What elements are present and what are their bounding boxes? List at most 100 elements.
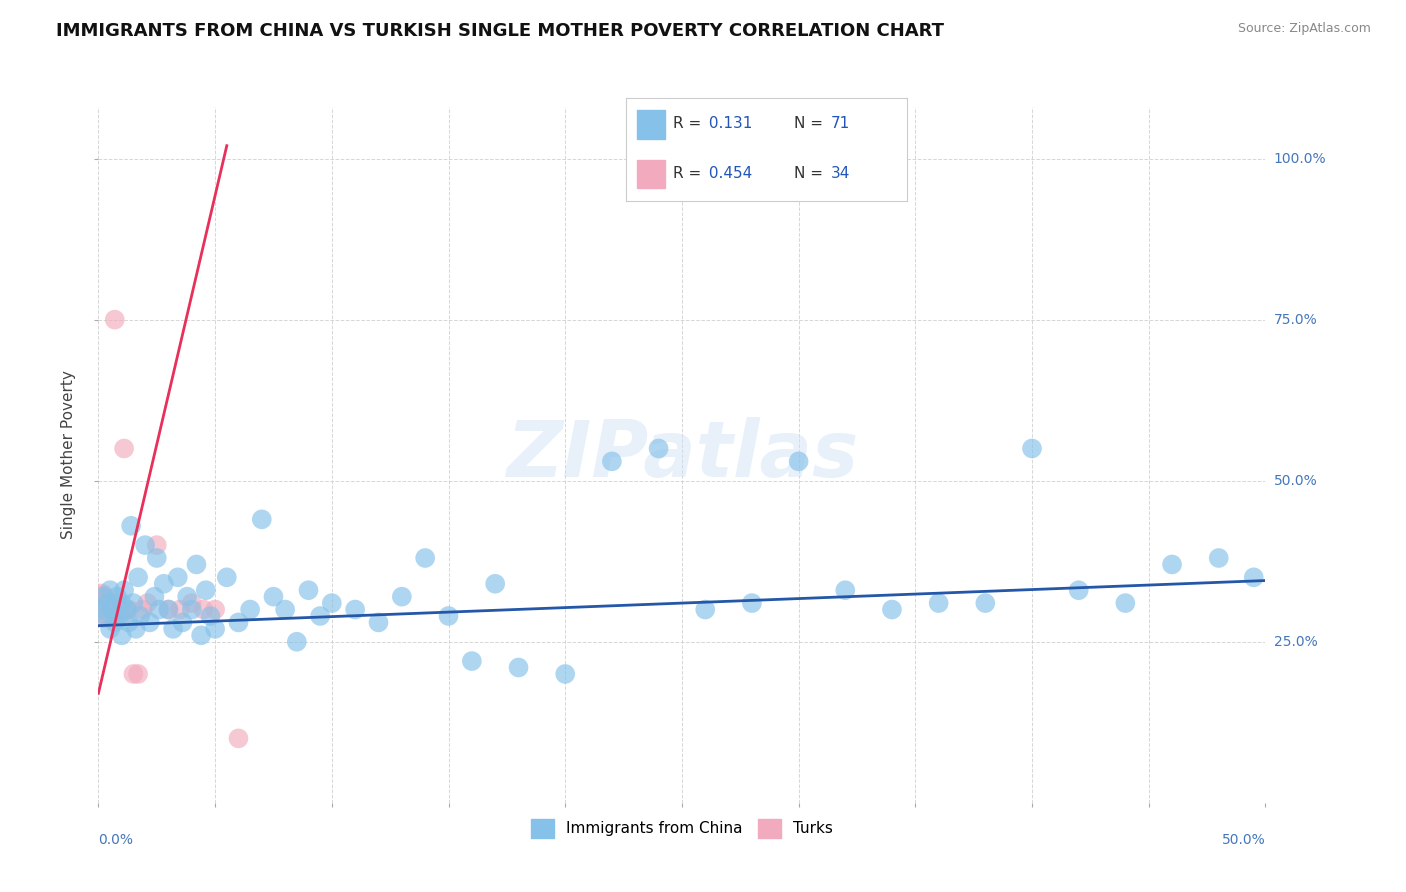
Point xyxy=(105,590,128,604)
Point xyxy=(413,551,436,566)
Point xyxy=(127,570,149,584)
Point xyxy=(190,628,212,642)
Text: 34: 34 xyxy=(831,166,851,180)
Point xyxy=(125,622,148,636)
Point xyxy=(91,609,114,624)
Text: 0.454: 0.454 xyxy=(704,166,752,180)
Point xyxy=(108,602,131,616)
Point xyxy=(101,602,124,616)
Point xyxy=(1114,596,1136,610)
Point xyxy=(118,602,141,616)
Point xyxy=(166,570,188,584)
Text: 50.0%: 50.0% xyxy=(1274,474,1317,488)
Point xyxy=(118,615,141,630)
Point xyxy=(1021,442,1043,456)
Point xyxy=(186,558,208,572)
Point xyxy=(741,596,763,610)
Point xyxy=(94,596,117,610)
Point xyxy=(344,602,367,616)
Point xyxy=(194,583,217,598)
Point xyxy=(157,602,180,616)
Point xyxy=(215,570,238,584)
Point xyxy=(90,602,112,616)
Point xyxy=(98,583,121,598)
Point xyxy=(309,609,332,624)
Point xyxy=(1208,551,1230,566)
Point xyxy=(169,602,191,616)
Point xyxy=(101,602,124,616)
Point xyxy=(91,596,114,610)
Point xyxy=(91,590,114,604)
Point xyxy=(101,609,124,624)
Point xyxy=(928,596,950,610)
Point xyxy=(204,622,226,636)
Text: IMMIGRANTS FROM CHINA VS TURKISH SINGLE MOTHER POVERTY CORRELATION CHART: IMMIGRANTS FROM CHINA VS TURKISH SINGLE … xyxy=(56,22,945,40)
Point xyxy=(143,590,166,604)
Point xyxy=(122,596,145,610)
Point xyxy=(834,583,856,598)
Text: ZIPatlas: ZIPatlas xyxy=(506,417,858,493)
Point xyxy=(146,551,169,566)
Point xyxy=(129,609,152,624)
Point xyxy=(162,622,184,636)
Point xyxy=(104,312,127,326)
Point xyxy=(122,667,145,681)
Point xyxy=(172,615,194,630)
Point xyxy=(94,602,117,616)
Point xyxy=(285,634,308,648)
Point xyxy=(98,596,121,610)
Point xyxy=(146,538,169,552)
Bar xyxy=(637,111,665,139)
Point xyxy=(97,596,120,610)
Point xyxy=(111,596,134,610)
Point xyxy=(97,602,120,616)
Text: Source: ZipAtlas.com: Source: ZipAtlas.com xyxy=(1237,22,1371,36)
Point xyxy=(695,602,717,616)
Point xyxy=(112,442,135,456)
Point xyxy=(108,609,131,624)
Text: N =: N = xyxy=(794,166,828,180)
Text: 0.0%: 0.0% xyxy=(98,833,134,847)
Point xyxy=(148,602,170,616)
Point xyxy=(104,602,127,616)
Text: N =: N = xyxy=(794,116,828,131)
Text: 100.0%: 100.0% xyxy=(1274,152,1326,166)
Point xyxy=(228,615,250,630)
Point xyxy=(180,596,202,610)
Point xyxy=(87,596,110,610)
Point xyxy=(134,538,156,552)
Text: R =: R = xyxy=(673,116,707,131)
Point xyxy=(600,454,623,468)
Point xyxy=(437,609,460,624)
Point xyxy=(176,590,198,604)
Point xyxy=(1161,558,1184,572)
Point xyxy=(115,602,138,616)
Point xyxy=(787,454,810,468)
Point xyxy=(152,576,174,591)
Point xyxy=(461,654,484,668)
Point xyxy=(115,602,138,616)
Point xyxy=(90,590,112,604)
Point xyxy=(98,622,121,636)
Point xyxy=(974,596,997,610)
Point xyxy=(262,590,284,604)
Point xyxy=(105,596,128,610)
Point xyxy=(1243,570,1265,584)
Point xyxy=(1067,583,1090,598)
Point xyxy=(274,602,297,616)
Point xyxy=(90,602,112,616)
Point xyxy=(228,731,250,746)
Point xyxy=(132,602,155,616)
Point xyxy=(111,609,134,624)
Point xyxy=(484,576,506,591)
Point xyxy=(94,602,117,616)
Point xyxy=(508,660,530,674)
Point xyxy=(97,596,120,610)
Point xyxy=(367,615,389,630)
Point xyxy=(104,615,127,630)
Point xyxy=(180,602,202,616)
Legend: Immigrants from China, Turks: Immigrants from China, Turks xyxy=(524,813,839,844)
Text: R =: R = xyxy=(673,166,707,180)
Point xyxy=(297,583,319,598)
Point xyxy=(157,602,180,616)
